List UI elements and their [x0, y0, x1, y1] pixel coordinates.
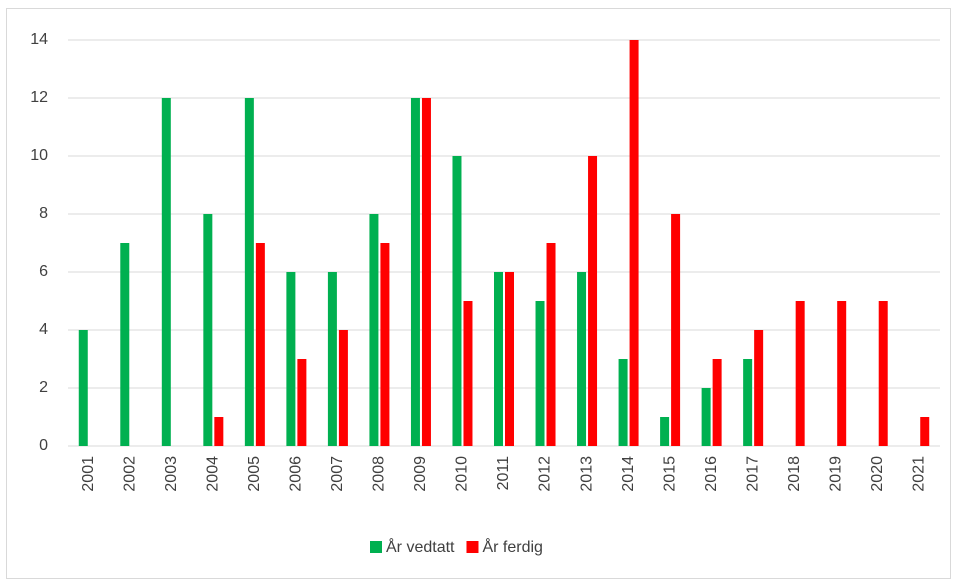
- bar: [369, 214, 379, 446]
- bar: [297, 359, 307, 446]
- x-tick-label: 2010: [454, 456, 471, 492]
- bar: [546, 243, 556, 446]
- bar: [920, 417, 930, 446]
- bar: [660, 417, 670, 446]
- y-tick-label: 8: [39, 205, 48, 222]
- bar: [754, 330, 764, 446]
- x-tick-label: 2006: [288, 456, 305, 492]
- bar: [203, 214, 213, 446]
- bar: [712, 359, 722, 446]
- bar: [410, 98, 420, 446]
- x-tick-label: 2018: [786, 456, 803, 492]
- bar: [505, 272, 514, 446]
- x-tick-label: 2012: [537, 456, 554, 492]
- x-tick-label: 2008: [371, 456, 388, 492]
- bar: [161, 98, 171, 446]
- x-tick-label: 2016: [703, 456, 720, 492]
- bar: [577, 272, 587, 446]
- x-tick-label: 2019: [827, 456, 844, 492]
- x-tick-label: 2014: [620, 456, 637, 492]
- bar: [338, 330, 348, 446]
- bar: [120, 243, 130, 446]
- bar: [494, 272, 503, 446]
- bar: [535, 301, 545, 446]
- x-tick-label: 2005: [246, 456, 263, 492]
- legend-swatch: [370, 541, 382, 553]
- bar: [837, 301, 847, 446]
- bar: [629, 40, 639, 446]
- bar: [878, 301, 888, 446]
- y-tick-label: 10: [30, 147, 48, 164]
- x-tick-label: 2003: [163, 456, 180, 492]
- x-tick-label: 2009: [412, 456, 429, 492]
- bar: [214, 417, 224, 446]
- bar: [671, 214, 681, 446]
- bar: [588, 156, 598, 446]
- bar: [380, 243, 390, 446]
- x-tick-label: 2011: [495, 456, 512, 491]
- x-tick-label: 2021: [910, 456, 927, 492]
- y-tick-label: 14: [30, 31, 48, 48]
- y-tick-label: 6: [39, 263, 48, 280]
- bar: [327, 272, 337, 446]
- bar: [795, 301, 805, 446]
- legend-label: År vedtatt: [386, 537, 455, 556]
- bar: [618, 359, 628, 446]
- bar: [78, 330, 88, 446]
- bar: [421, 98, 431, 446]
- bar: [743, 359, 753, 446]
- bar: [452, 156, 462, 446]
- bar: [701, 388, 711, 446]
- legend-swatch: [466, 541, 479, 553]
- y-tick-label: 0: [39, 437, 48, 454]
- x-tick-label: 2007: [329, 456, 346, 492]
- x-tick-label: 2013: [578, 456, 595, 492]
- x-tick-label: 2017: [744, 456, 761, 492]
- x-tick-label: 2002: [122, 456, 139, 492]
- x-tick-label: 2015: [661, 456, 678, 492]
- bar: [255, 243, 265, 446]
- bar: [286, 272, 296, 446]
- x-tick-label: 2001: [80, 456, 97, 492]
- bar: [244, 98, 254, 446]
- chart-border: [6, 8, 951, 579]
- y-tick-label: 4: [39, 321, 48, 338]
- x-tick-label: 2020: [869, 456, 886, 492]
- x-tick-label: 2004: [205, 456, 222, 492]
- bar: [463, 301, 473, 446]
- y-tick-label: 12: [30, 89, 48, 106]
- legend-label: År ferdig: [482, 537, 542, 556]
- y-tick-label: 2: [39, 379, 48, 396]
